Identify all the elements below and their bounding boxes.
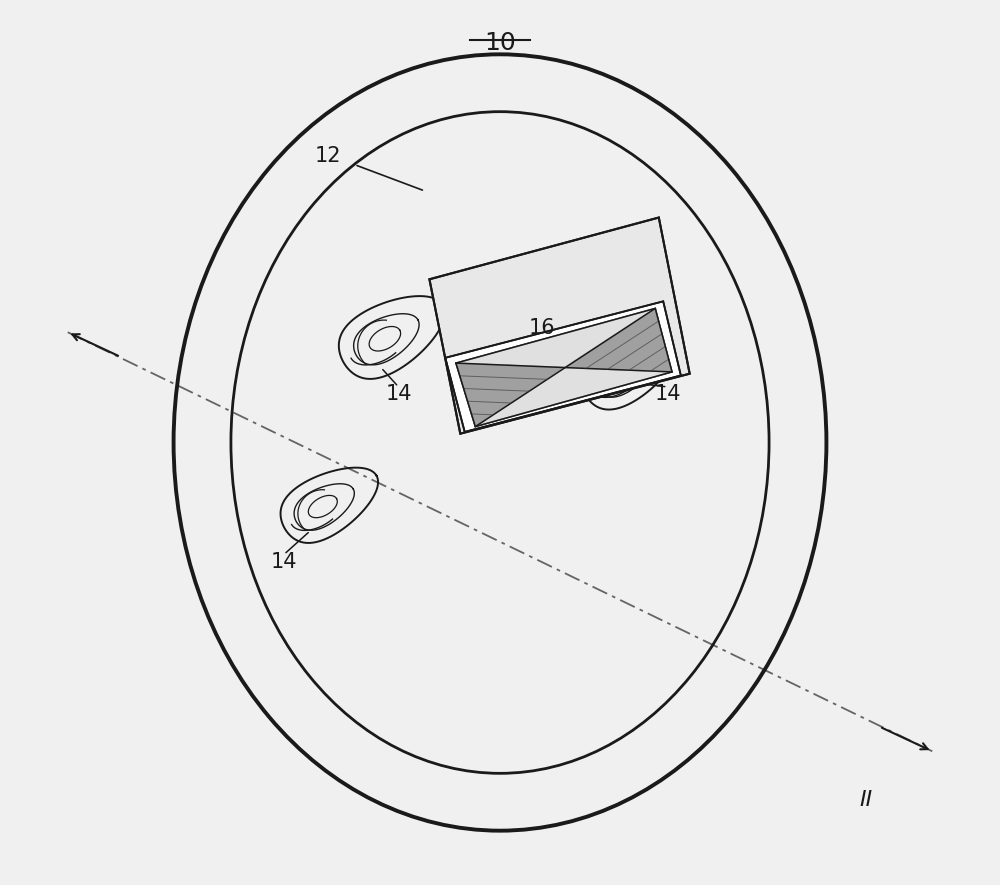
Text: 16: 16: [529, 318, 556, 338]
Polygon shape: [456, 308, 672, 427]
Text: 14: 14: [271, 551, 297, 572]
Polygon shape: [475, 367, 672, 427]
Text: 14: 14: [385, 384, 412, 404]
Text: 14: 14: [654, 384, 681, 404]
Text: 10: 10: [484, 31, 516, 55]
Text: 12: 12: [315, 146, 341, 165]
Polygon shape: [445, 302, 681, 432]
Polygon shape: [429, 218, 690, 434]
Polygon shape: [565, 308, 672, 372]
Text: II: II: [859, 789, 873, 810]
Polygon shape: [456, 308, 655, 367]
Polygon shape: [456, 363, 565, 427]
